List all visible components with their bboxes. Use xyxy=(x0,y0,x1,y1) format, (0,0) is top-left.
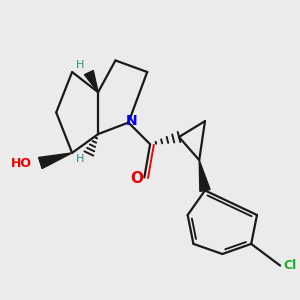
Polygon shape xyxy=(199,160,210,191)
Text: N: N xyxy=(126,114,138,128)
Text: O: O xyxy=(130,171,144,186)
Text: Cl: Cl xyxy=(283,259,296,272)
Polygon shape xyxy=(39,153,72,169)
Polygon shape xyxy=(84,70,98,92)
Text: H: H xyxy=(76,154,84,164)
Text: HO: HO xyxy=(11,158,32,170)
Text: H: H xyxy=(76,60,84,70)
